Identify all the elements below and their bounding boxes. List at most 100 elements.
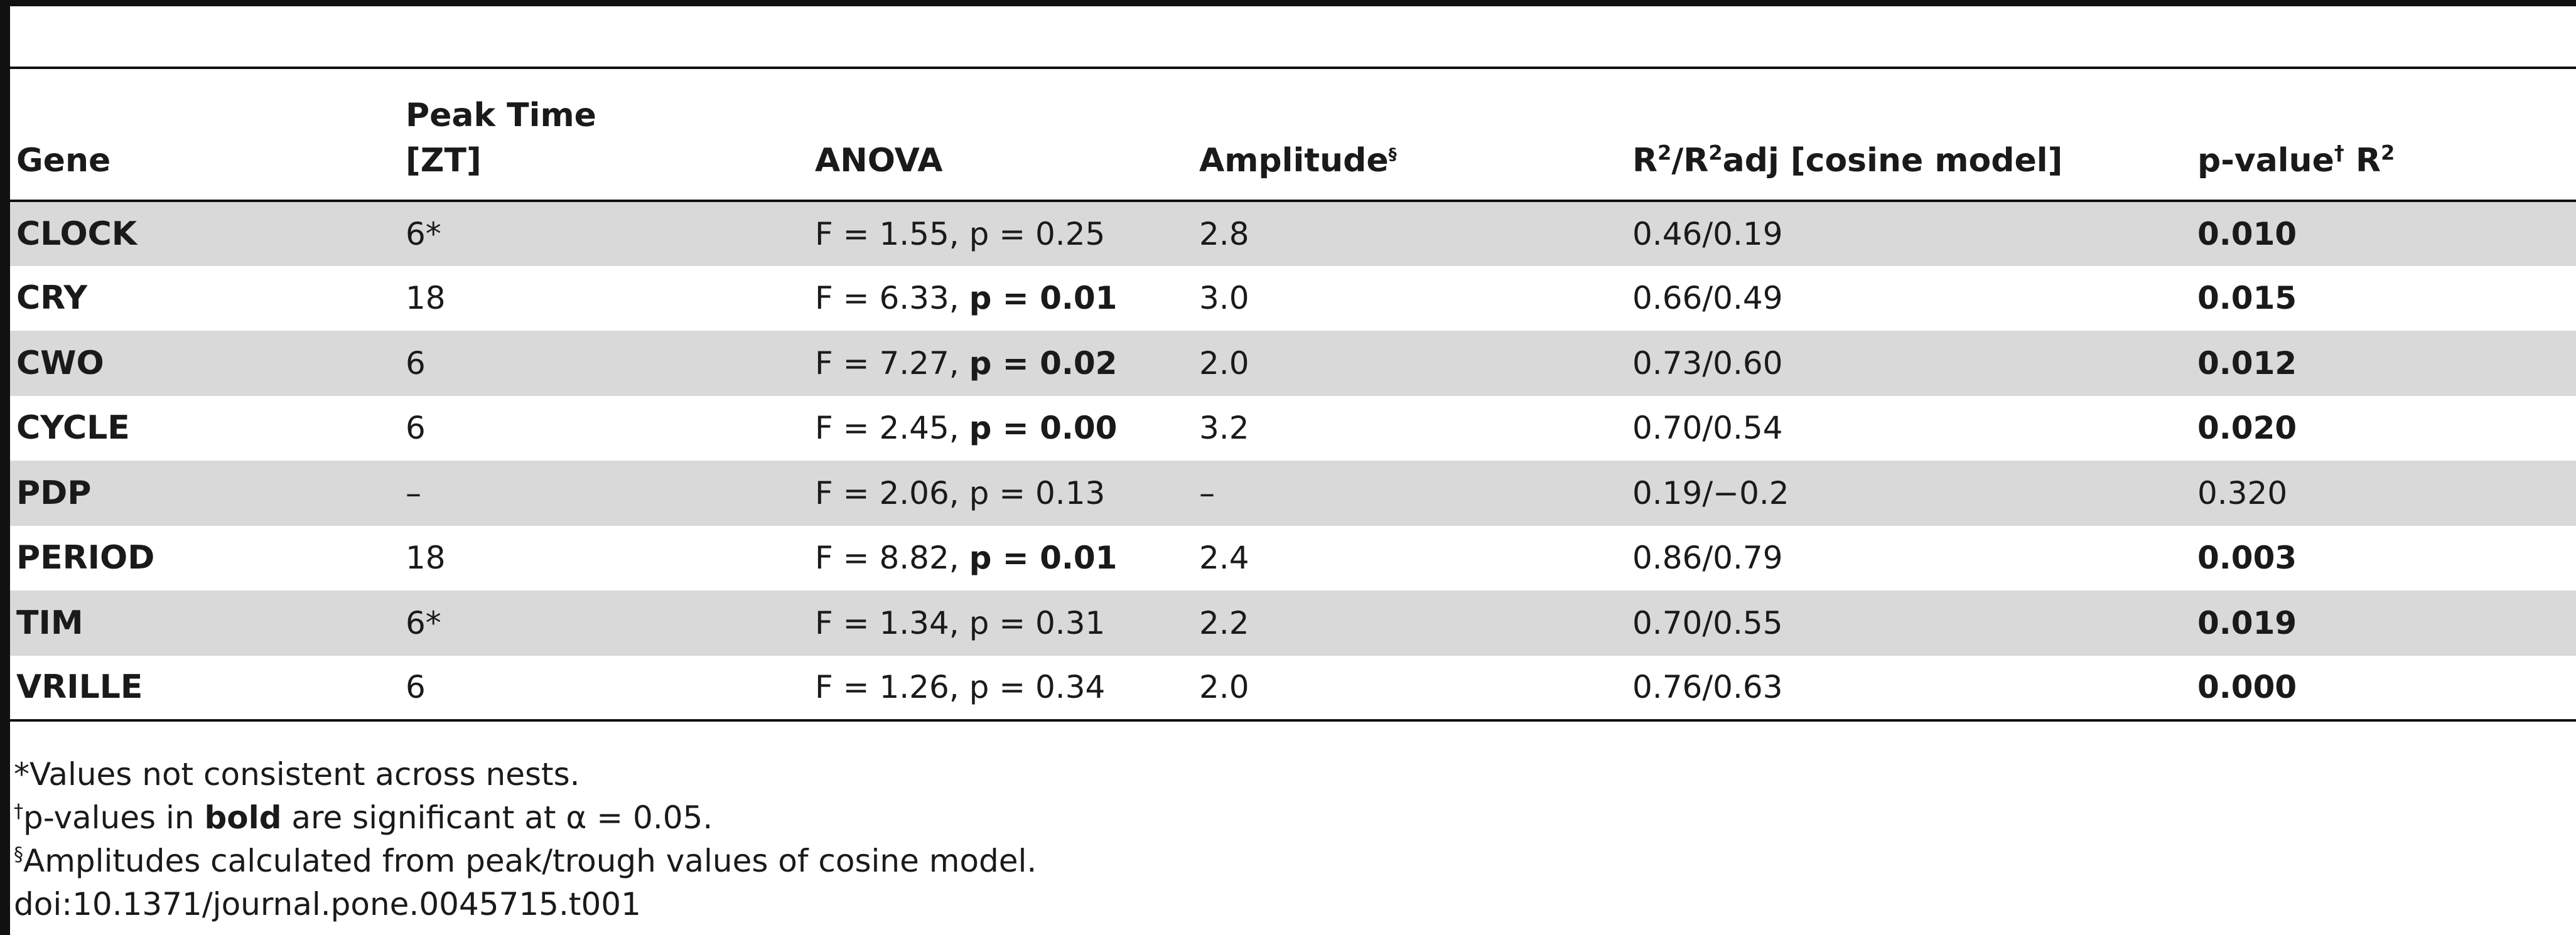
anova-p: p = 0.01	[969, 540, 1118, 577]
header-anova: ANOVA	[815, 142, 943, 179]
footnote-amplitude: §Amplitudes calculated from peak/trough …	[14, 840, 1037, 883]
cell-gene: PERIOD	[16, 539, 155, 577]
left-border	[0, 0, 10, 935]
cell-pvalue: 0.019	[2197, 604, 2297, 641]
anova-f: F = 1.55,	[815, 215, 969, 252]
cell-gene: CYCLE	[16, 409, 130, 447]
cell-gene: CRY	[16, 279, 88, 318]
anova-f: F = 8.82,	[815, 540, 969, 577]
cell-anova: F = 2.45, p = 0.00	[809, 396, 1193, 461]
anova-f: F = 1.26,	[815, 669, 969, 706]
header-pvalue-exp: 2	[2381, 141, 2395, 165]
table-container: Gene Peak Time [ZT] ANOVA Amplitude§ R2/…	[10, 67, 2576, 722]
doi: doi:10.1371/journal.pone.0045715.t001	[14, 886, 641, 922]
cell-r2: 0.73/0.60	[1632, 345, 1783, 382]
header-gene: Gene	[16, 142, 111, 179]
table-row: CRY 18 F = 6.33, p = 0.01 3.0 0.66/0.49 0.015	[10, 266, 2576, 331]
cell-peak-time: 18	[406, 280, 446, 317]
cell-r2: 0.70/0.54	[1632, 410, 1783, 447]
footnote-significance-a: p-values in	[23, 799, 205, 836]
top-rule	[0, 0, 2576, 6]
cell-amplitude: 2.2	[1199, 604, 1249, 641]
header-pvalue-r: R	[2344, 142, 2381, 179]
footnote-significance-b: are significant at α = 0.05.	[281, 799, 713, 836]
table-row: CYCLE 6 F = 2.45, p = 0.00 3.2 0.70/0.54 0.02…	[10, 396, 2576, 461]
cell-peak-time: 6*	[406, 215, 441, 252]
header-pvalue-label: p-value	[2197, 142, 2334, 179]
table-row: PERIOD 18 F = 8.82, p = 0.01 2.4 0.86/0.79 0.…	[10, 526, 2576, 591]
anova-f: F = 6.33,	[815, 280, 969, 317]
anova-p: p = 0.34	[969, 669, 1106, 706]
footnote-amplitude-text: Amplitudes calculated from peak/trough v…	[23, 843, 1037, 879]
cell-anova: F = 8.82, p = 0.01	[809, 526, 1193, 591]
cell-amplitude: 3.0	[1199, 280, 1249, 317]
cell-peak-time: 6*	[406, 604, 441, 641]
footnote-significance: †p-values in bold are significant at α =…	[14, 796, 1037, 840]
cell-gene: CLOCK	[16, 215, 137, 253]
anova-p: p = 0.00	[969, 410, 1118, 447]
anova-p: p = 0.31	[969, 604, 1106, 641]
cell-r2: 0.86/0.79	[1632, 540, 1783, 577]
cell-pvalue: 0.000	[2197, 669, 2297, 706]
footnotes: *Values not consistent across nests. †p-…	[14, 753, 1037, 926]
cell-peak-time: 6	[406, 345, 426, 382]
cell-anova: F = 6.33, p = 0.01	[809, 266, 1193, 331]
anova-f: F = 7.27,	[815, 345, 969, 382]
cell-peak-time: 6	[406, 669, 426, 706]
anova-f: F = 2.45,	[815, 410, 969, 447]
cell-r2: 0.76/0.63	[1632, 669, 1783, 706]
header-amplitude: Amplitude§	[1193, 68, 1626, 201]
footnote-bold-word: bold	[204, 799, 282, 836]
header-pvalue: p-value† R2	[2191, 68, 2576, 201]
cell-anova: F = 1.34, p = 0.31	[809, 590, 1193, 656]
cell-r2: 0.19/−0.2	[1632, 474, 1789, 511]
table-row: PDP – F = 2.06, p = 0.13–0.19/−0.2 0.320	[10, 461, 2576, 526]
cell-anova: F = 1.55, p = 0.25	[809, 201, 1193, 266]
anova-f: F = 2.06,	[815, 474, 969, 511]
cell-r2: 0.66/0.49	[1632, 280, 1783, 317]
cell-peak-time: 6	[406, 410, 426, 447]
cell-amplitude: –	[1199, 474, 1215, 511]
cell-gene: CWO	[16, 344, 104, 382]
table-body: CLOCK 6* F = 1.55, p = 0.25 2.8 0.46/0.19 0.0…	[10, 201, 2576, 720]
header-row: Gene Peak Time [ZT] ANOVA Amplitude§ R2/…	[10, 68, 2576, 201]
cell-r2: 0.46/0.19	[1632, 215, 1783, 252]
cell-amplitude: 2.0	[1199, 669, 1249, 706]
cell-pvalue: 0.015	[2197, 280, 2297, 317]
cell-pvalue: 0.320	[2197, 474, 2288, 511]
cell-r2: 0.70/0.55	[1632, 604, 1783, 641]
anova-p: p = 0.13	[969, 474, 1106, 511]
anova-p: p = 0.01	[969, 280, 1118, 317]
table-header: Gene Peak Time [ZT] ANOVA Amplitude§ R2/…	[10, 68, 2576, 201]
cell-amplitude: 3.2	[1199, 410, 1249, 447]
anova-p: p = 0.25	[969, 215, 1106, 252]
cell-anova: F = 1.26, p = 0.34	[809, 656, 1193, 721]
cell-amplitude: 2.0	[1199, 345, 1249, 382]
cell-peak-time: –	[406, 474, 421, 511]
header-r2-rest: adj [cosine model]	[1722, 142, 2063, 179]
cell-pvalue: 0.012	[2197, 345, 2297, 382]
cell-gene: PDP	[16, 474, 92, 512]
header-r2-exp1: 2	[1657, 141, 1672, 165]
header-amplitude-label: Amplitude	[1199, 142, 1389, 179]
cell-pvalue: 0.003	[2197, 540, 2297, 577]
gene-expression-table: Gene Peak Time [ZT] ANOVA Amplitude§ R2/…	[10, 67, 2576, 722]
cell-peak-time: 18	[406, 540, 446, 577]
table-row: CWO 6 F = 7.27, p = 0.02 2.0 0.73/0.60 0.012	[10, 331, 2576, 396]
header-r2: R2/R2adj [cosine model]	[1626, 68, 2191, 201]
cell-amplitude: 2.8	[1199, 215, 1249, 252]
section-mark: §	[1388, 145, 1397, 164]
cell-gene: TIM	[16, 604, 84, 642]
cell-pvalue: 0.020	[2197, 410, 2297, 447]
table-row: VRILLE 6 F = 1.26, p = 0.34 2.0 0.76/0.63 0.0…	[10, 656, 2576, 721]
dagger-mark: †	[2334, 141, 2344, 165]
cell-amplitude: 2.4	[1199, 540, 1249, 577]
table-row: CLOCK 6* F = 1.55, p = 0.25 2.8 0.46/0.19 0.0…	[10, 201, 2576, 266]
cell-anova: F = 7.27, p = 0.02	[809, 331, 1193, 396]
header-r2-r: R	[1632, 142, 1658, 179]
cell-anova: F = 2.06, p = 0.13	[809, 461, 1193, 526]
header-peak-line2: [ZT]	[406, 142, 482, 179]
header-r2-exp2: 2	[1708, 141, 1723, 165]
anova-p: p = 0.02	[969, 345, 1118, 382]
dagger-mark: †	[14, 800, 23, 823]
